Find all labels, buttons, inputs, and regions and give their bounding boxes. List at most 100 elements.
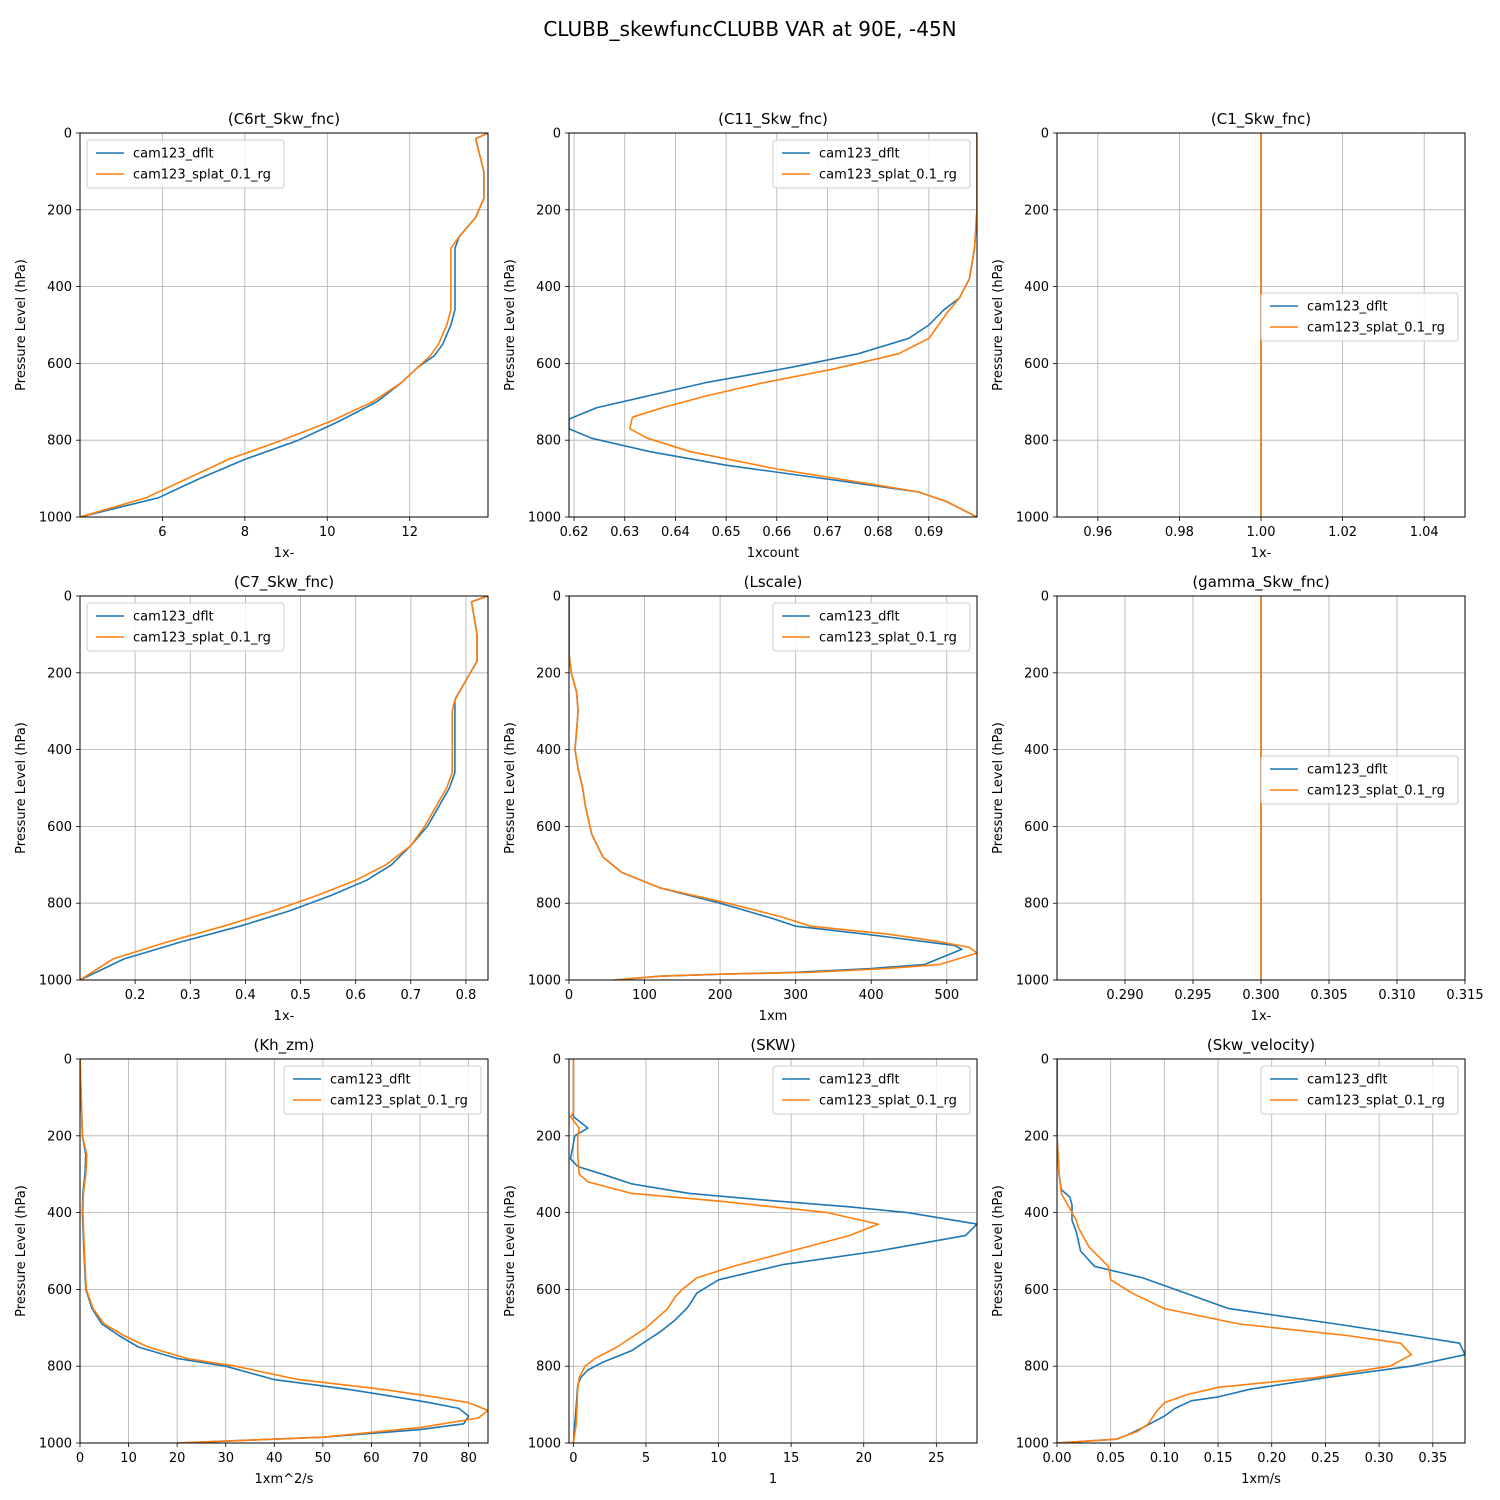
x-tick-label: 12 (401, 525, 418, 540)
x-tick-label: 30 (217, 1451, 234, 1466)
y-tick-label: 600 (1024, 820, 1049, 835)
x-tick-label: 70 (412, 1451, 429, 1466)
y-tick-label: 200 (536, 666, 561, 681)
x-tick-label: 25 (928, 1451, 945, 1466)
subplot: 0.2 0.3 0.4 0.5 0.6 0.7 0.8 0 200 400 600 800 1000 (C… (14, 573, 489, 1024)
x-tick-label: 0.295 (1174, 988, 1211, 1003)
series-line-1 (569, 1059, 977, 1443)
series-line-2 (569, 1059, 880, 1443)
y-tick-label: 800 (1024, 434, 1049, 449)
subplot-title: (C6rt_Skw_fnc) (228, 110, 340, 129)
legend-box (1260, 1065, 1459, 1115)
axes-frame (568, 132, 978, 518)
legend-label: cam123_splat_0.1_rg (133, 168, 271, 183)
x-tick-label: 1.02 (1328, 525, 1357, 540)
y-tick-label: 1000 (528, 511, 561, 526)
legend: cam123_dflt cam123_splat_0.1_rg (1260, 755, 1459, 805)
y-tick-label: 600 (47, 357, 72, 372)
x-tick-label: 0.310 (1378, 988, 1415, 1003)
y-tick-label: 0 (553, 590, 561, 605)
x-tick-label: 0.15 (1204, 1451, 1233, 1466)
x-tick-label: 10 (120, 1451, 137, 1466)
x-tick-label: 0.290 (1106, 988, 1143, 1003)
y-tick-label: 400 (536, 1206, 561, 1221)
x-tick-label: 50 (315, 1451, 332, 1466)
axes-frame (79, 1058, 489, 1444)
x-tick-label: 100 (632, 988, 657, 1003)
x-tick-label: 0.67 (813, 525, 842, 540)
subplot: 0 5 10 15 20 25 0 200 400 600 800 1000 (SKW) 1 Pressur… (503, 1036, 978, 1487)
subplot-title: (C11_Skw_fnc) (718, 110, 828, 129)
x-axis-label: 1x- (274, 546, 295, 561)
x-axis-label: 1xm^2/s (255, 1472, 314, 1487)
y-axis-label: Pressure Level (hPa) (991, 1185, 1006, 1317)
legend-label: cam123_splat_0.1_rg (330, 1094, 468, 1109)
x-tick-label: 0.4 (235, 988, 256, 1003)
x-tick-label: 20 (169, 1451, 186, 1466)
y-tick-label: 200 (536, 203, 561, 218)
y-axis-label: Pressure Level (hPa) (503, 1185, 518, 1317)
legend: cam123_dflt cam123_splat_0.1_rg (283, 1065, 482, 1115)
subplot: 6 8 10 12 0 200 400 600 800 1000 (C6rt_Skw_fnc) 1x-… (14, 110, 489, 561)
subplot: 0.62 0.63 0.64 0.65 0.66 0.67 0.68 0.69 0 200 400 6… (503, 110, 978, 561)
y-tick-label: 200 (1024, 666, 1049, 681)
x-tick-label: 0.05 (1096, 1451, 1125, 1466)
y-tick-label: 400 (1024, 280, 1049, 295)
y-tick-label: 400 (536, 743, 561, 758)
subplot: 0.290 0.295 0.300 0.305 0.310 0.315 0 200 400 600… (991, 573, 1484, 1024)
legend-label: cam123_dflt (819, 147, 900, 162)
series-line-2 (80, 596, 488, 980)
x-tick-label: 8 (241, 525, 249, 540)
x-tick-label: 0.10 (1150, 1451, 1179, 1466)
axes-frame (568, 595, 978, 981)
subplot-grid: 6 8 10 1202004006008001000(C6rt_Skw_fnc)1x-… (14, 110, 1484, 1487)
y-tick-label: 1000 (39, 974, 72, 989)
x-tick-label: 0.300 (1242, 988, 1279, 1003)
series-line-2 (1057, 1059, 1413, 1443)
y-tick-label: 400 (47, 280, 72, 295)
y-axis-label: Pressure Level (hPa) (14, 722, 29, 854)
x-axis-label: 1 (769, 1472, 777, 1487)
x-tick-label: 0.5 (290, 988, 311, 1003)
legend-label: cam123_splat_0.1_rg (819, 1094, 957, 1109)
legend-box (772, 602, 971, 652)
x-tick-label: 400 (859, 988, 884, 1003)
x-tick-label: 80 (460, 1451, 477, 1466)
y-axis-label: Pressure Level (hPa) (991, 259, 1006, 391)
legend-label: cam123_splat_0.1_rg (133, 631, 271, 646)
legend-label: cam123_dflt (819, 610, 900, 625)
y-tick-label: 1000 (39, 1437, 72, 1452)
y-tick-label: 400 (1024, 1206, 1049, 1221)
x-tick-label: 5 (642, 1451, 650, 1466)
legend-box (86, 139, 285, 189)
subplot-title: (C1_Skw_fnc) (1211, 110, 1311, 129)
y-tick-label: 400 (1024, 743, 1049, 758)
legend-label: cam123_dflt (1307, 763, 1388, 778)
subplot-title: (SKW) (750, 1036, 795, 1054)
legend-box (772, 139, 971, 189)
legend-label: cam123_splat_0.1_rg (819, 631, 957, 646)
y-tick-label: 400 (47, 743, 72, 758)
y-tick-label: 200 (1024, 203, 1049, 218)
subplot-title: (gamma_Skw_fnc) (1192, 573, 1329, 592)
legend-label: cam123_splat_0.1_rg (1307, 1094, 1445, 1109)
plot-area (80, 1059, 488, 1443)
y-tick-label: 0 (553, 127, 561, 142)
x-tick-label: 1.00 (1247, 525, 1276, 540)
x-axis-label: 1x- (1251, 546, 1272, 561)
y-tick-label: 600 (47, 820, 72, 835)
y-axis-label: Pressure Level (hPa) (14, 1185, 29, 1317)
legend-label: cam123_splat_0.1_rg (819, 168, 957, 183)
x-tick-label: 0 (565, 988, 573, 1003)
x-tick-label: 0.68 (864, 525, 893, 540)
x-tick-label: 0.30 (1365, 1451, 1394, 1466)
y-axis-label: Pressure Level (hPa) (14, 259, 29, 391)
x-tick-label: 0.00 (1043, 1451, 1072, 1466)
plot-area (80, 596, 488, 980)
subplot: 0.00 0.05 0.10 0.15 0.20 0.25 0.30 0.35 0 200 400 6… (991, 1036, 1466, 1487)
x-axis-label: 1x- (1251, 1009, 1272, 1024)
y-tick-label: 0 (64, 127, 72, 142)
y-tick-label: 800 (1024, 897, 1049, 912)
y-tick-label: 800 (536, 1360, 561, 1375)
y-tick-label: 800 (536, 897, 561, 912)
